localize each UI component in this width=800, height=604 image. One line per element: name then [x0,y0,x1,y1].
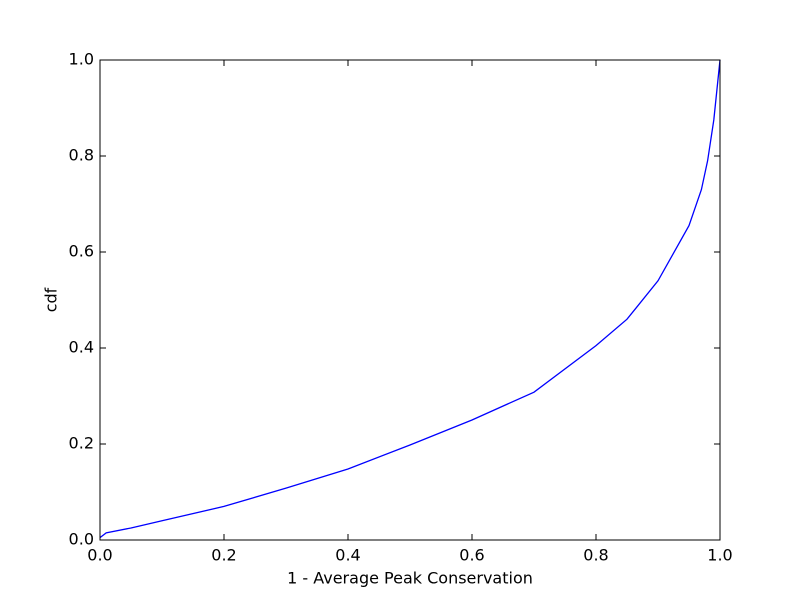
y-tick-label: 0.2 [69,434,94,453]
x-tick-label: 1.0 [707,546,732,565]
line-series [99,59,721,539]
x-tick-label: 0.6 [459,546,484,565]
x-tick-label: 0.0 [87,546,112,565]
y-axis-label: cdf [42,287,61,312]
y-tick-label: 0.6 [69,242,94,261]
y-tick-label: 1.0 [69,50,94,69]
y-tick-label: 0.0 [69,530,94,549]
y-tick-label: 0.8 [69,146,94,165]
x-tick-label: 0.4 [335,546,360,565]
x-axis-label: 1 - Average Peak Conservation [287,569,533,588]
plot-frame [99,59,721,541]
x-tick-label: 0.8 [583,546,608,565]
y-tick-label: 0.4 [69,338,94,357]
x-tick-label: 0.2 [211,546,236,565]
